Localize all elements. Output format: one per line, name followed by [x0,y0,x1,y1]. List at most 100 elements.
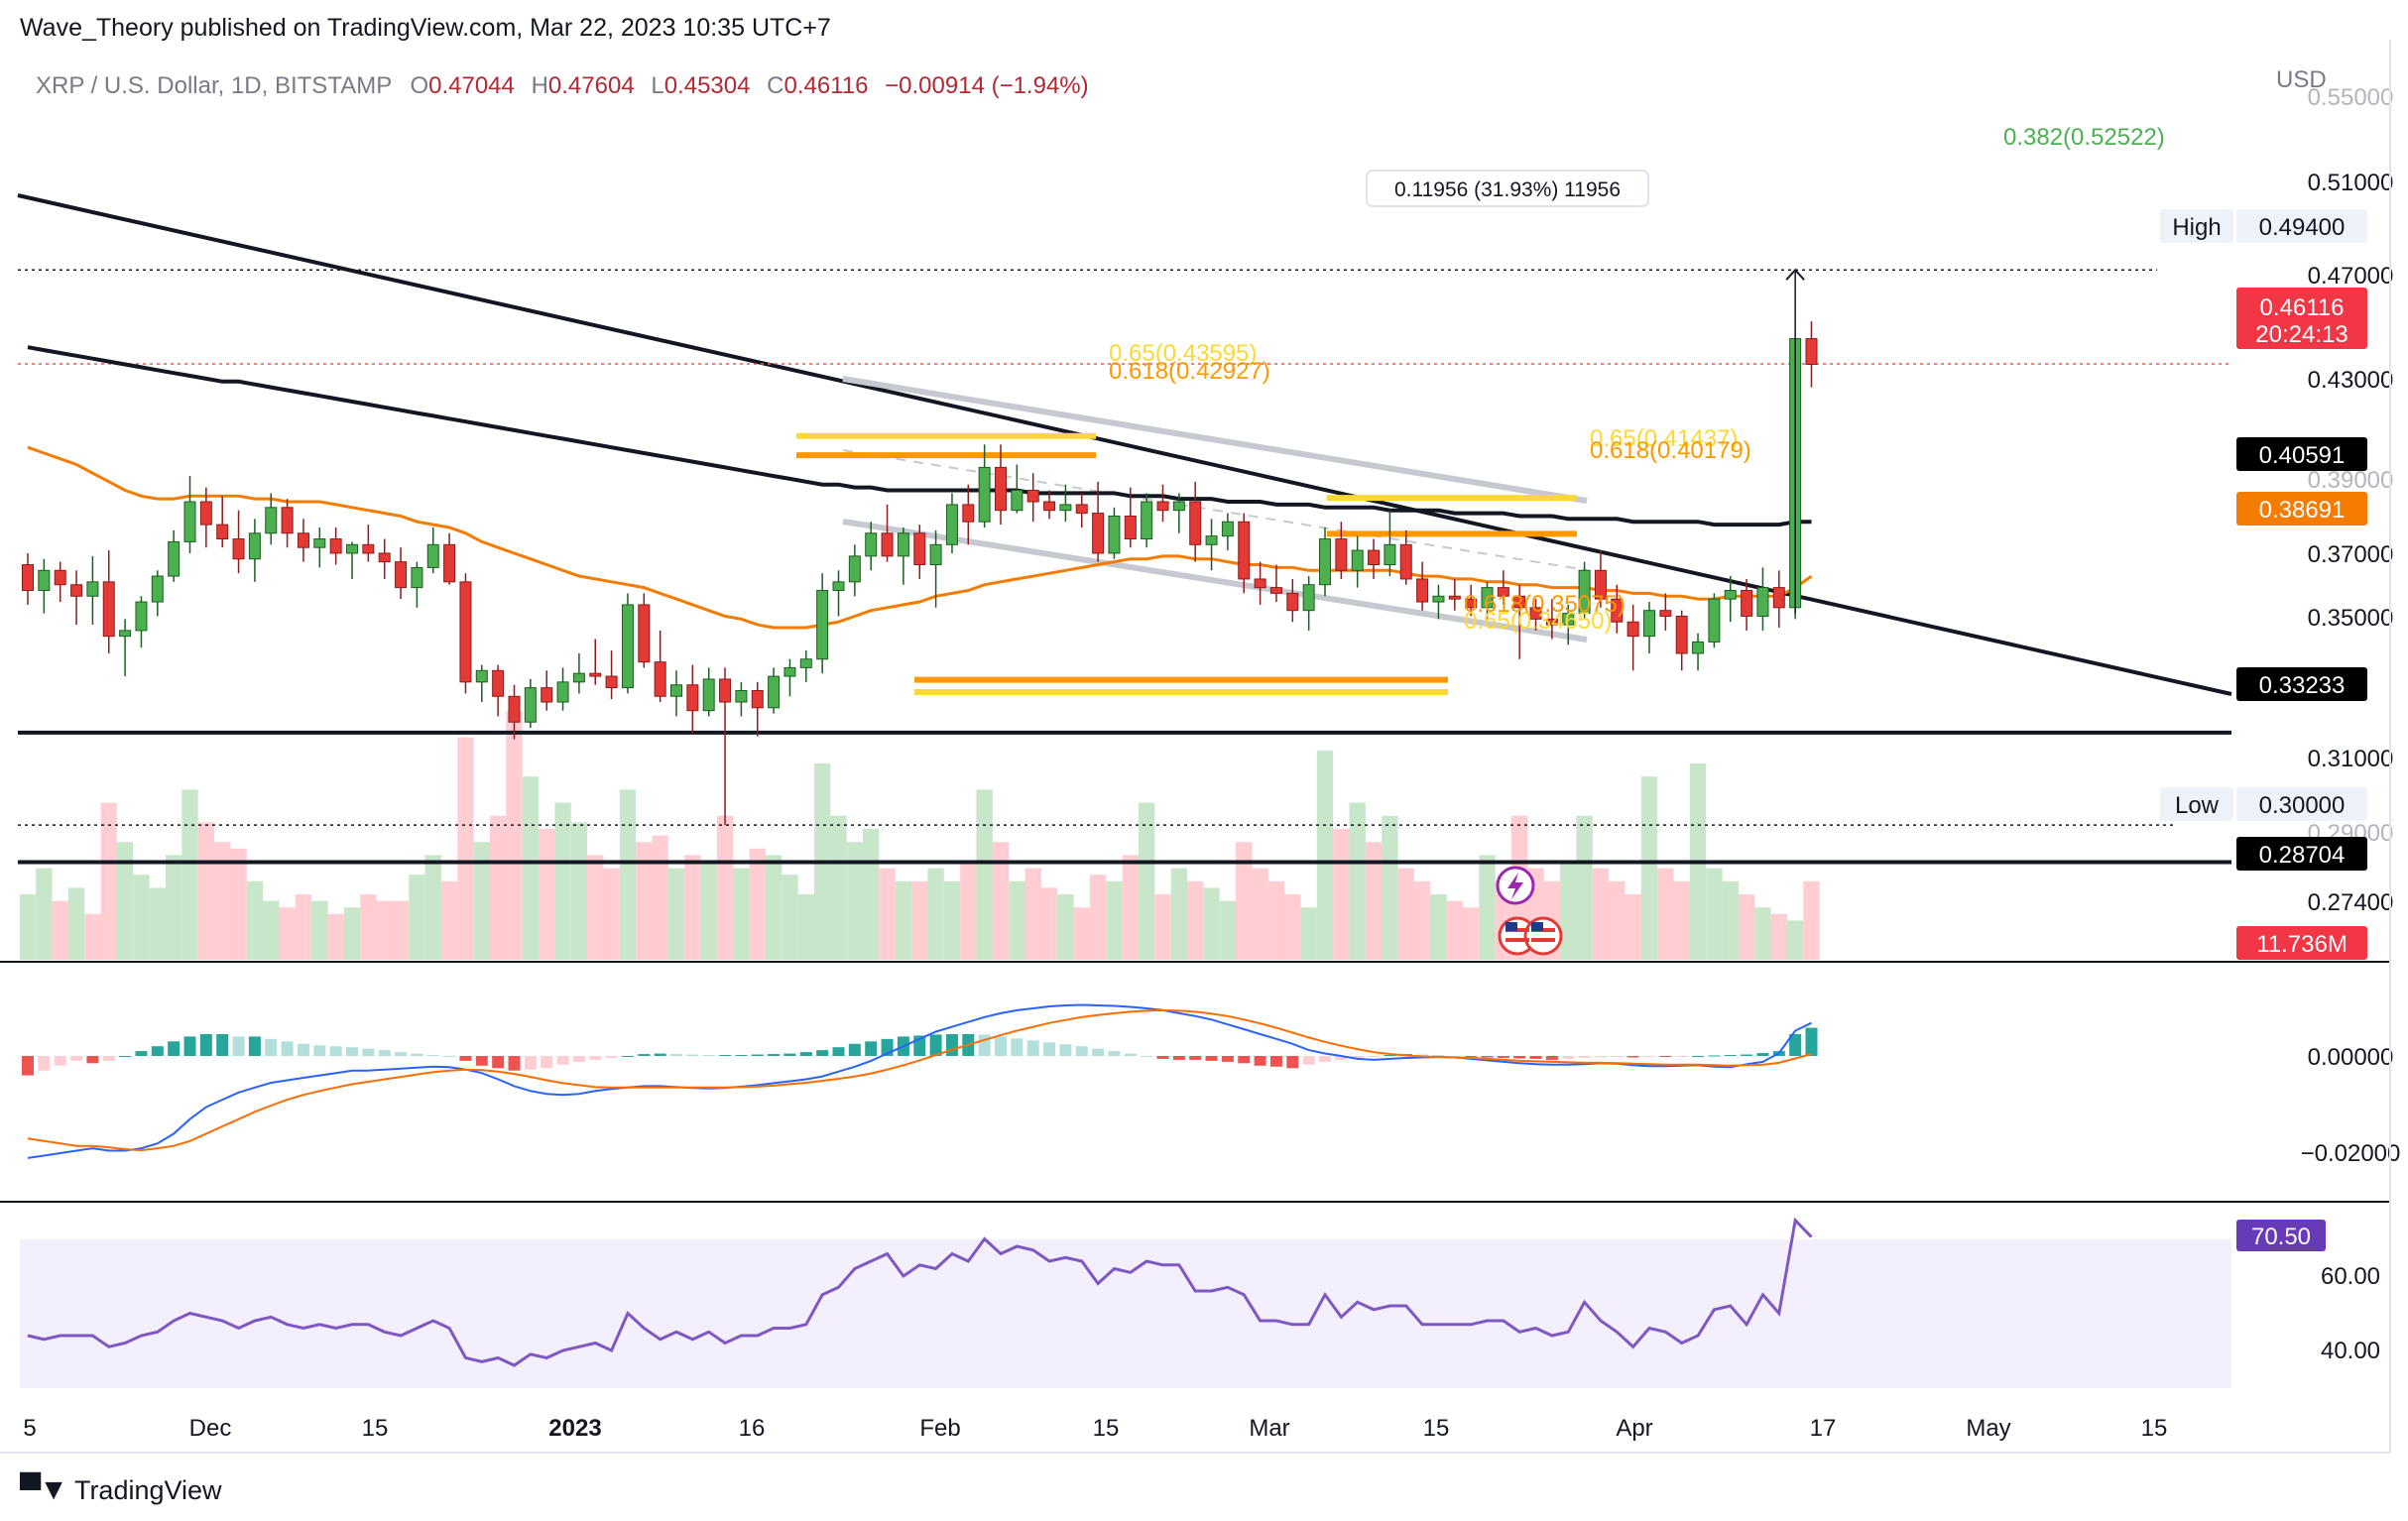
macd-histogram-bar [995,1036,1007,1056]
candle-body [962,504,975,523]
candle-body [1221,521,1234,537]
volume-bar [84,913,101,960]
candle-body [199,501,212,526]
macd-histogram-bar [865,1041,878,1056]
high-price-tag-label: High [2172,214,2221,241]
support-price-tag-033233-box [2236,667,2367,701]
macd-histogram-bar [702,1055,715,1057]
volume-bar [927,868,944,960]
ema50-price-tag-box [2236,492,2367,526]
volume-bar [636,842,653,960]
volume-bar [343,907,361,960]
candle-body [1659,610,1672,617]
candle-body [1059,504,1072,512]
volume-bar [1122,855,1139,960]
macd-histogram-bar [199,1033,212,1056]
macd-histogram-bar [168,1041,181,1056]
volume-bar [1073,907,1090,960]
macd-histogram-bar [475,1056,488,1066]
price-tick-label: 0.31000 [2308,746,2394,772]
price-tick-label: 0.27400 [2308,889,2394,916]
macd-histogram-bar [1205,1056,1218,1061]
candle-body [443,543,456,583]
volume-bar [1803,880,1820,960]
macd-histogram-bar [459,1056,472,1061]
tradingview-brand[interactable]: ▀▼ TradingView [20,1473,222,1507]
macd-histogram-bar [541,1056,553,1069]
price-axis[interactable]: 0.55000 0.51000 0.47000 0.43000 0.39000 0.370… [2160,66,2400,1364]
macd-histogram-bar [1043,1042,1056,1056]
candle-body [492,669,505,697]
macd-histogram-bar [1675,1056,1688,1057]
volume-bar [392,900,410,960]
candle-body [232,538,245,560]
brand-name: TradingView [73,1474,222,1505]
candle-body [1092,513,1105,554]
ma-line-ema50 [27,445,1813,630]
candle-body [929,543,942,566]
time-axis[interactable]: 5 Dec 15 2023 16 Feb 15 Mar 15 Apr 17 May 15 [0,40,2391,1454]
candle-body [1578,569,1591,615]
volume-bar [1625,894,1641,960]
candle-body [297,532,309,548]
macd-histogram-bar [1221,1056,1234,1062]
macd-histogram-bar [556,1056,569,1065]
volume-bar [165,855,182,960]
publisher-header: Wave_Theory published on TradingView.com… [20,14,831,42]
macd-histogram-bar [329,1046,342,1056]
candle-body [135,601,148,632]
macd-histogram-bar [1692,1056,1705,1057]
ema200-price-tag-box [2236,437,2367,471]
low-price-tag: 0.30000 [2259,792,2346,819]
volume-bar [1267,880,1285,960]
macd-histogram-bar [1351,1056,1364,1059]
volume-bar [1300,907,1317,960]
macd-histogram-bar [443,1056,456,1057]
time-tick-label: Dec [189,1415,232,1442]
macd-histogram-bar [1578,1056,1591,1058]
candle-body [1724,589,1737,600]
candle-body [426,543,439,568]
macd-histogram-bar [783,1053,796,1056]
descending-trendline [17,193,2232,696]
candle-body [1805,338,1818,366]
candle-body [395,561,408,589]
volume-bar [539,829,555,960]
volume-bar [181,789,198,960]
ohlc-legend[interactable]: XRP / U.S. Dollar, 1D, BITSTAMP O0.47044… [36,72,1089,99]
high-price-tag: 0.49400 [2259,214,2346,241]
candle-body [1172,501,1185,512]
volume-bar [424,855,441,960]
candle-body [265,507,278,534]
macd-histogram-bar [1368,1056,1381,1057]
candle-body [1772,587,1785,609]
volume-bar [295,894,312,960]
us-flag-event-icon[interactable] [1498,916,1563,956]
lightning-event-icon[interactable] [1496,866,1535,905]
volume-bar [1738,894,1755,960]
close-label: C [767,72,783,99]
drawings-layer[interactable] [17,193,2232,865]
candle-body [70,584,83,597]
candle-body [54,569,66,586]
macd-histogram-bar [1562,1056,1575,1059]
candle-body [1708,598,1721,643]
volume-bar [1106,880,1123,960]
volume-bar [1284,894,1301,960]
candle-body [881,532,894,557]
price-tick-label: 0.43000 [2308,367,2394,394]
macd-line-macd [27,1003,1812,1159]
macd-histogram-bar [572,1056,585,1062]
currency-label: USD [2276,66,2327,93]
volume-bar [376,900,393,960]
macd-histogram-bar [1659,1056,1672,1057]
candle-body [541,687,553,703]
volume-bar [1203,887,1220,960]
candle-body [1741,589,1753,617]
macd-histogram-bar [719,1055,732,1057]
volume-bar [214,842,231,960]
high-value: 0.47604 [548,72,635,99]
volume-bar [19,894,37,960]
candle-body [1189,501,1202,545]
